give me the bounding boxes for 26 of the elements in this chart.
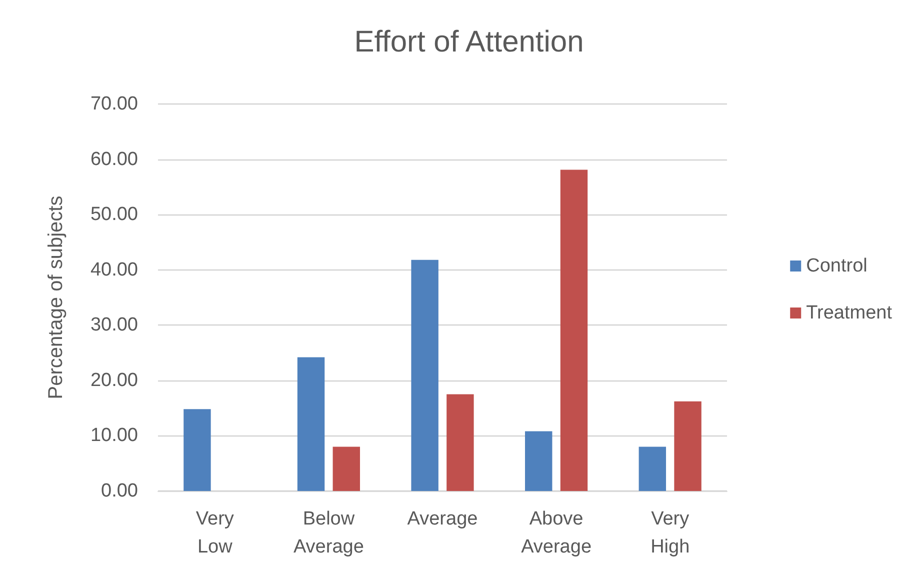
bar (411, 260, 438, 491)
x-tick-label: Average (407, 508, 478, 530)
bar (525, 431, 552, 491)
x-tick-label: Very High (650, 508, 690, 558)
chart-title: Effort of Attention (354, 26, 584, 58)
bar (446, 394, 474, 491)
y-tick-label: 40.00 (90, 259, 138, 280)
y-axis-title: Percentage of subjects (45, 196, 67, 400)
y-tick-label: 60.00 (90, 148, 138, 170)
bar (674, 401, 702, 491)
y-tick-label: 0.00 (101, 480, 138, 502)
x-tick-label: Above Average (521, 508, 592, 558)
bar (184, 409, 211, 491)
bar (332, 446, 360, 491)
bar (560, 170, 588, 491)
x-tick-label: Below Average (293, 508, 364, 558)
bar (638, 446, 666, 491)
legend-label: Control (806, 256, 868, 276)
bar (297, 357, 325, 491)
y-tick-label: 30.00 (90, 314, 138, 336)
y-tick-label: 20.00 (90, 370, 138, 391)
y-tick-label: 10.00 (90, 425, 138, 446)
y-tick-label: 70.00 (90, 94, 138, 114)
x-tick-label: Very Low (196, 508, 234, 558)
legend-label: Treatment (806, 302, 893, 324)
y-tick-label: 50.00 (90, 204, 138, 226)
